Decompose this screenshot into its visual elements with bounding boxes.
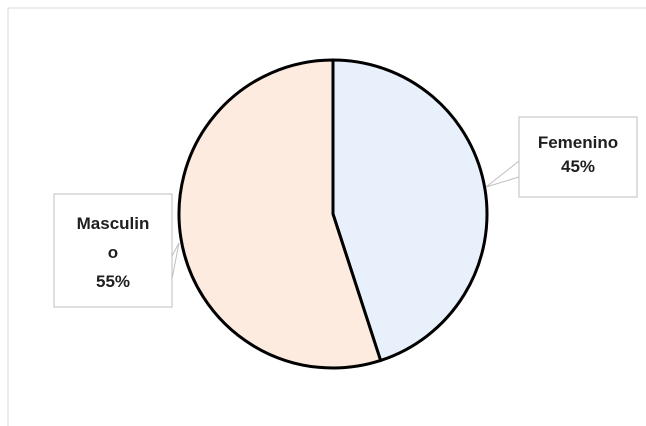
data-label-text-femenino-0: Femenino: [538, 133, 618, 152]
pie-slice-masculino: [177, 58, 383, 370]
data-label-text-femenino-1: 45%: [561, 157, 595, 176]
labels-layer: Femenino 45% Masculin o 55%: [53, 116, 638, 308]
callout-box-femenino: [518, 116, 638, 198]
callout-leader-masculino: [171, 242, 180, 279]
data-label-text-masculino-1: o: [108, 243, 118, 262]
data-label-text-masculino-2: 55%: [96, 272, 130, 291]
data-label-text-masculino-0: Masculin: [77, 214, 150, 233]
data-label-femenino: Femenino 45%: [485, 116, 638, 198]
callout-leader-femenino: [485, 160, 520, 188]
pie-slice-femenino: [331, 58, 489, 363]
callout-box-masculino: [53, 193, 173, 308]
data-label-masculino: Masculin o 55%: [53, 193, 180, 308]
slices-layer: [177, 58, 489, 370]
